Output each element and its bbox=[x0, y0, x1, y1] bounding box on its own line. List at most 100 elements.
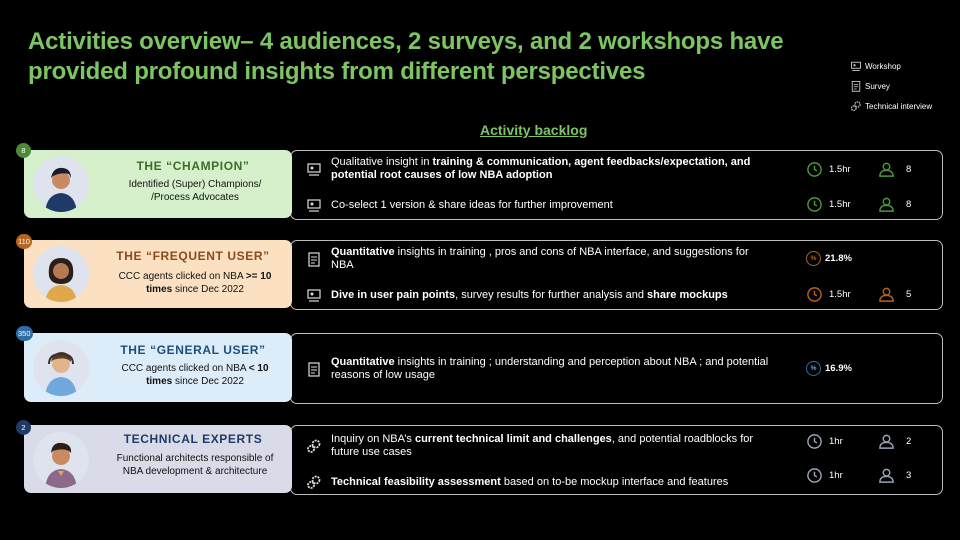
avatar bbox=[33, 340, 89, 396]
text-bold: Quantitative bbox=[331, 246, 395, 258]
desc-text: CCC agents clicked on NBA bbox=[118, 271, 246, 282]
clock-icon bbox=[807, 162, 822, 177]
desc-line-2: times since Dec 2022 bbox=[98, 283, 292, 296]
legend-survey-label: Survey bbox=[865, 81, 890, 91]
audience-name: THE “GENERAL USER” bbox=[120, 343, 266, 357]
legend: Workshop Survey Technical interview bbox=[850, 56, 932, 116]
text-normal: Inquiry on NBA’s bbox=[331, 433, 415, 445]
response-rate: % 21.8% bbox=[806, 251, 852, 266]
audience-name: THE “FREQUENT USER” bbox=[116, 249, 270, 263]
activity-text: Technical feasibility assessment based o… bbox=[331, 476, 771, 489]
desc-text: since Dec 2022 bbox=[172, 376, 244, 387]
audience-card-frequent-user[interactable]: THE “FREQUENT USER” CCC agents clicked o… bbox=[24, 240, 292, 308]
person-icon bbox=[879, 468, 894, 483]
clock-icon bbox=[807, 287, 822, 302]
avatar bbox=[33, 246, 89, 302]
desc-line-1: CCC agents clicked on NBA >= 10 bbox=[98, 270, 292, 283]
activity-text: Quantitative insights in training ; unde… bbox=[331, 356, 771, 382]
activity-text: Qualitative insight in training & commun… bbox=[331, 156, 771, 182]
workshop-icon bbox=[851, 61, 861, 71]
activity-general-1: Quantitative insights in training ; unde… bbox=[306, 356, 771, 382]
person-icon bbox=[879, 197, 894, 212]
duration: 1hr bbox=[806, 467, 843, 484]
duration-value: 1.5hr bbox=[829, 289, 851, 300]
desc-line-2: times since Dec 2022 bbox=[98, 375, 292, 388]
desc-line-1: Functional architects responsible of bbox=[116, 453, 274, 464]
desc-bold: times bbox=[146, 284, 173, 295]
activity-text: Co-select 1 version & share ideas for fu… bbox=[331, 198, 613, 211]
clock-icon bbox=[807, 468, 822, 483]
activity-text: Inquiry on NBA’s current technical limit… bbox=[331, 433, 771, 459]
desc-text: CCC agents clicked on NBA bbox=[121, 363, 249, 374]
count-badge: 8 bbox=[16, 143, 31, 158]
text-normal: Qualitative insight in bbox=[331, 156, 433, 168]
avatar bbox=[33, 156, 89, 212]
duration-value: 1.5hr bbox=[829, 199, 851, 210]
activity-frequent-2: Dive in user pain points, survey results… bbox=[306, 287, 771, 303]
participants-value: 8 bbox=[906, 199, 912, 210]
participants: 2 bbox=[878, 433, 911, 450]
activity-tech-1: Inquiry on NBA’s current technical limit… bbox=[306, 433, 771, 459]
avatar bbox=[33, 432, 89, 488]
legend-workshop: Workshop bbox=[850, 56, 932, 76]
count-badge: 350 bbox=[16, 326, 33, 341]
survey-icon bbox=[308, 252, 320, 267]
duration-value: 1hr bbox=[829, 436, 843, 447]
response-rate: % 16.9% bbox=[806, 361, 852, 376]
title-line-2: provided profound insights from differen… bbox=[28, 58, 646, 85]
legend-survey: Survey bbox=[850, 76, 932, 96]
activity-champion-2: Co-select 1 version & share ideas for fu… bbox=[306, 197, 771, 213]
desc-line-2: /Process Advocates bbox=[151, 192, 239, 203]
audience-card-general-user[interactable]: THE “GENERAL USER” CCC agents clicked on… bbox=[24, 333, 292, 402]
gears-icon bbox=[307, 439, 321, 453]
percent-icon: % bbox=[806, 361, 821, 376]
desc-line-1: CCC agents clicked on NBA < 10 bbox=[98, 362, 292, 375]
gears-icon bbox=[850, 101, 861, 112]
workshop-icon bbox=[307, 289, 321, 302]
text-normal: insights in training ; understanding and… bbox=[331, 356, 769, 381]
workshop-icon bbox=[307, 199, 321, 212]
survey-icon bbox=[851, 81, 861, 92]
percent-icon: % bbox=[806, 251, 821, 266]
text-normal: insights in training , pros and cons of … bbox=[331, 246, 749, 271]
duration: 1hr bbox=[806, 433, 843, 450]
audience-name: TECHNICAL EXPERTS bbox=[123, 432, 263, 446]
workshop-icon bbox=[307, 163, 321, 176]
backlog-title: Activity backlog bbox=[480, 122, 588, 138]
count-badge: 2 bbox=[16, 420, 31, 435]
participants-value: 8 bbox=[906, 164, 912, 175]
person-icon bbox=[879, 287, 894, 302]
audience-card-champion[interactable]: THE “CHAMPION” Identified (Super) Champi… bbox=[24, 150, 292, 218]
clock-icon bbox=[807, 434, 822, 449]
clock-icon bbox=[807, 197, 822, 212]
activity-text: Dive in user pain points, survey results… bbox=[331, 289, 771, 302]
page-title: Activities overview– 4 audiences, 2 surv… bbox=[28, 27, 848, 87]
activity-tech-2: Technical feasibility assessment based o… bbox=[306, 474, 771, 490]
audience-name: THE “CHAMPION” bbox=[136, 159, 250, 173]
text-normal: , and potential roadblocks for future us… bbox=[331, 433, 754, 458]
desc-line-1: Identified (Super) Champions/ bbox=[128, 179, 262, 190]
audience-description: CCC agents clicked on NBA < 10 times sin… bbox=[98, 362, 292, 388]
person-icon bbox=[879, 162, 894, 177]
duration-value: 1.5hr bbox=[829, 164, 851, 175]
audience-description: Functional architects responsible of NBA… bbox=[98, 452, 292, 478]
duration: 1.5hr bbox=[806, 286, 851, 303]
text-bold: Dive in user pain points bbox=[331, 288, 456, 301]
audience-card-technical-experts[interactable]: TECHNICAL EXPERTS Functional architects … bbox=[24, 425, 292, 493]
audience-description: Identified (Super) Champions/ /Process A… bbox=[98, 178, 292, 204]
duration-value: 1hr bbox=[829, 470, 843, 481]
duration: 1.5hr bbox=[806, 161, 851, 178]
participants-value: 3 bbox=[906, 470, 912, 481]
gears-icon bbox=[307, 475, 321, 489]
text-normal: based on to-be mockup interface and feat… bbox=[500, 475, 729, 488]
activity-champion-1: Qualitative insight in training & commun… bbox=[306, 156, 771, 182]
desc-text: since Dec 2022 bbox=[172, 284, 244, 295]
participants: 8 bbox=[878, 196, 911, 213]
duration: 1.5hr bbox=[806, 196, 851, 213]
text-bold: Technical feasibility assessment bbox=[331, 475, 501, 488]
legend-interview: Technical interview bbox=[850, 96, 932, 116]
participants: 3 bbox=[878, 467, 911, 484]
participants-value: 5 bbox=[906, 289, 912, 300]
person-icon bbox=[879, 434, 894, 449]
text-normal: , survey results for further analysis an… bbox=[455, 288, 648, 301]
